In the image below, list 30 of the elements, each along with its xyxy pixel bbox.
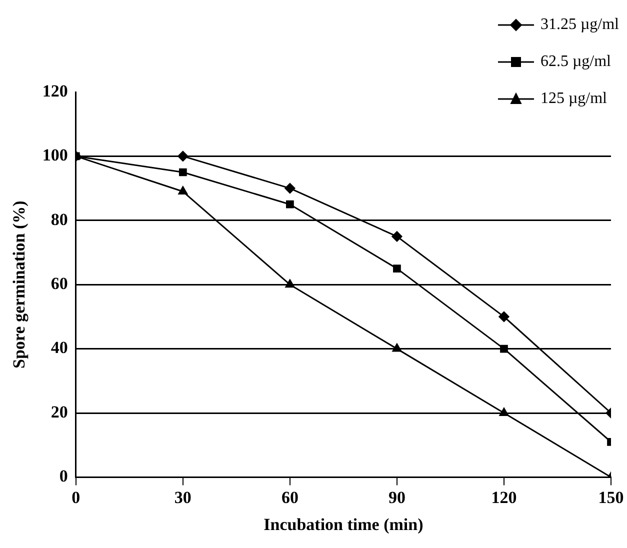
legend-label: 31.25 µg/ml xyxy=(540,16,619,34)
point xyxy=(178,168,187,176)
point xyxy=(500,344,508,353)
point xyxy=(499,408,509,416)
y-tick-label: 120 xyxy=(42,81,68,100)
point xyxy=(285,279,295,288)
point xyxy=(498,311,510,322)
x-tick-label: 120 xyxy=(491,488,517,507)
point xyxy=(392,344,402,352)
y-tick-label: 0 xyxy=(59,466,68,486)
point xyxy=(393,264,401,272)
legend-label: 62.5 µg/ml xyxy=(540,52,611,70)
x-axis-title: Incubation time (min) xyxy=(264,515,424,534)
y-tick-label: 60 xyxy=(50,274,68,293)
x-tick-label: 60 xyxy=(281,488,298,507)
point xyxy=(284,183,296,194)
point xyxy=(286,200,294,208)
point xyxy=(392,231,402,242)
x-tick-label: 30 xyxy=(174,488,192,507)
x-tick-label: 90 xyxy=(388,488,406,507)
point xyxy=(178,150,188,162)
y-tick-label: 80 xyxy=(50,210,68,229)
legend-label: 125 µg/ml xyxy=(540,90,607,108)
y-axis-title: Spore germination (%) xyxy=(10,200,29,368)
point xyxy=(178,186,188,195)
y-tick-label: 20 xyxy=(50,402,68,422)
x-tick-label: 0 xyxy=(72,488,80,507)
y-tick-label: 100 xyxy=(42,146,68,165)
x-tick-label: 150 xyxy=(598,488,624,507)
y-tick-label: 40 xyxy=(50,338,68,358)
